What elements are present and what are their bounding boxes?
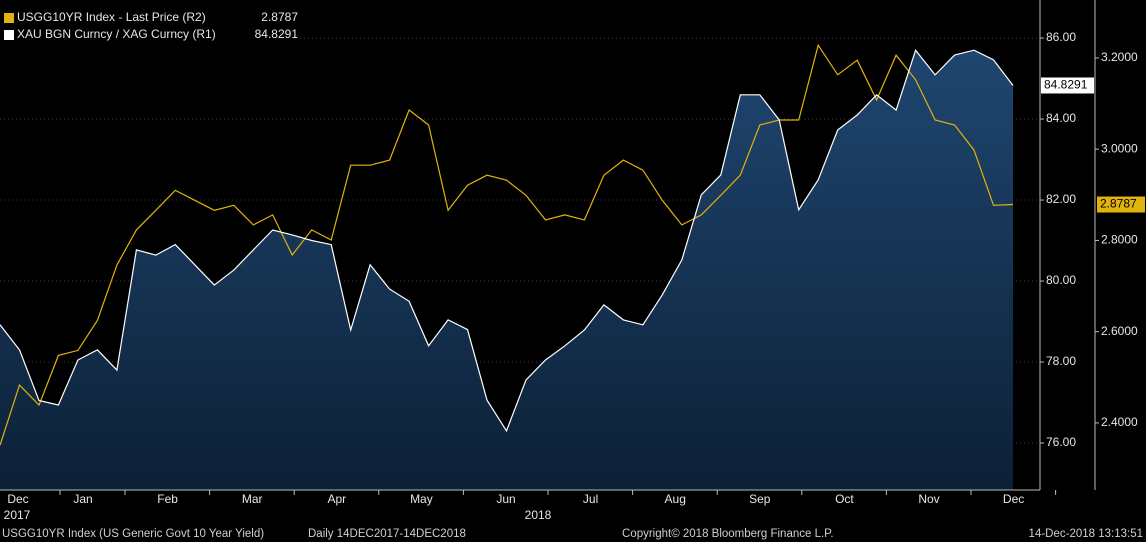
x-tick-label: Sep bbox=[749, 492, 771, 506]
series-area bbox=[0, 50, 1013, 490]
legend-value: 84.8291 bbox=[255, 27, 299, 41]
y-tick-label: 80.00 bbox=[1046, 273, 1076, 287]
series-line bbox=[0, 43, 1014, 446]
footer-range: Daily 14DEC2017-14DEC2018 bbox=[308, 528, 466, 540]
x-tick-label: Jan bbox=[73, 492, 92, 506]
y2-tick-label: 3.0000 bbox=[1101, 141, 1138, 155]
y2-tick-label: 2.6000 bbox=[1101, 324, 1138, 338]
y-tick-label: 76.00 bbox=[1046, 435, 1076, 449]
legend-box bbox=[0, 8, 300, 46]
x-tick-label: Feb bbox=[157, 492, 178, 506]
legend-label: USGG10YR Index - Last Price (R2) bbox=[17, 10, 206, 24]
legend-label: XAU BGN Curncy / XAG Curncy (R1) bbox=[17, 27, 216, 41]
legend-swatch bbox=[4, 30, 14, 40]
footer-left: USGG10YR Index (US Generic Govt 10 Year … bbox=[2, 528, 264, 540]
year-label: 2018 bbox=[525, 508, 552, 522]
last-value-badge bbox=[1041, 77, 1094, 94]
series-line bbox=[0, 48, 1014, 433]
last-value-label: 2.8787 bbox=[1100, 197, 1137, 211]
x-tick-label: May bbox=[410, 492, 433, 506]
y-tick-label: 82.00 bbox=[1046, 192, 1076, 206]
last-value-label: 84.8291 bbox=[1044, 78, 1088, 92]
legend-swatch bbox=[4, 13, 14, 23]
x-tick-label: Apr bbox=[327, 492, 346, 506]
last-value-badge bbox=[1097, 196, 1145, 213]
x-tick-label: Dec bbox=[7, 492, 28, 506]
x-tick-label: Aug bbox=[665, 492, 686, 506]
x-tick-label: Jul bbox=[583, 492, 598, 506]
y2-tick-label: 2.8000 bbox=[1101, 233, 1138, 247]
legend-value: 2.8787 bbox=[261, 10, 298, 24]
year-label: 2017 bbox=[4, 508, 31, 522]
footer-copyright: Copyright© 2018 Bloomberg Finance L.P. bbox=[622, 528, 834, 540]
y-tick-label: 86.00 bbox=[1046, 30, 1076, 44]
plot-area bbox=[0, 37, 1040, 490]
footer-timestamp: 14-Dec-2018 13:13:51 bbox=[1029, 528, 1143, 540]
x-tick-label: Oct bbox=[835, 492, 854, 506]
x-tick-label: Mar bbox=[242, 492, 263, 506]
y-tick-label: 84.00 bbox=[1046, 111, 1076, 125]
x-tick-label: Nov bbox=[918, 492, 939, 506]
x-tick-label: Jun bbox=[496, 492, 515, 506]
y-tick-label: 78.00 bbox=[1046, 354, 1076, 368]
y2-tick-label: 2.4000 bbox=[1101, 415, 1138, 429]
x-tick-label: Dec bbox=[1003, 492, 1024, 506]
y2-tick-label: 3.2000 bbox=[1101, 50, 1138, 64]
